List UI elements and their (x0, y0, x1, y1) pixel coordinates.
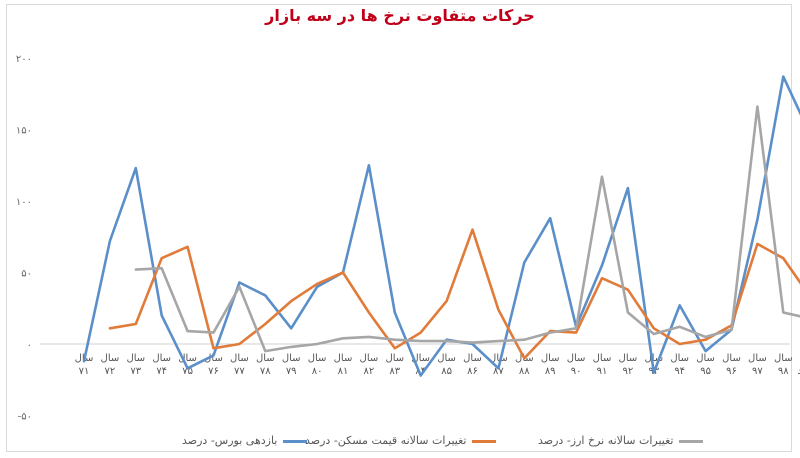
x-tick-label: ۷۲ (105, 366, 116, 377)
x-tick-label: سال (774, 353, 793, 364)
y-tick-label: ۵۰ (21, 269, 32, 280)
x-tick-label: سال (696, 353, 715, 364)
x-tick-label: سال (567, 353, 586, 364)
x-tick-label: ۷۸ (260, 366, 271, 377)
x-tick-label: خرداد (798, 366, 800, 377)
y-tick-label: -۵۰ (18, 412, 32, 423)
x-tick-label: ۸۹ (545, 366, 556, 377)
chart-frame (6, 4, 792, 452)
legend-label-fx: تغییرات سالانه نرخ ارز- درصد (538, 434, 674, 447)
x-tick-label: سال (593, 353, 612, 364)
x-tick-label: سال (411, 353, 430, 364)
x-tick-label: ۸۳ (389, 366, 400, 377)
x-tick-label: سال (644, 353, 663, 364)
x-tick-label: ۸۵ (441, 366, 452, 377)
x-tick-label: ۷۴ (156, 366, 167, 377)
legend-swatch-housing (472, 439, 497, 443)
legend-swatch-fx (679, 439, 704, 443)
x-tick-label: ۸۱ (338, 366, 349, 377)
x-tick-label: سال (230, 353, 249, 364)
x-tick-label: سال (334, 353, 353, 364)
x-tick-label: ۹۷ (752, 366, 763, 377)
x-tick-label: ۹۱ (597, 366, 608, 377)
x-tick-label: سال (308, 353, 327, 364)
x-tick-label: ۸۲ (364, 366, 375, 377)
x-tick-label: ۷۱ (79, 366, 90, 377)
x-tick-label: ۹۰ (571, 366, 582, 377)
x-tick-label: ۹۴ (674, 366, 685, 377)
x-tick-label: سال (126, 353, 145, 364)
x-tick-label: سال (204, 353, 223, 364)
y-tick-label: ۱۵۰ (16, 126, 32, 137)
legend-item-fx: تغییرات سالانه نرخ ارز- درصد (538, 434, 704, 447)
x-tick-label: ۷۷ (234, 366, 245, 377)
x-tick-label: سال (722, 353, 741, 364)
series-line-0 (82, 75, 800, 377)
x-tick-label: سال (256, 353, 275, 364)
x-tick-label: سال (282, 353, 301, 364)
legend-label-housing: تغییرات سالانه قیمت مسکن- درصد (305, 434, 467, 447)
x-tick-label: سال (178, 353, 197, 364)
y-tick-label: ۱۰۰ (16, 197, 32, 208)
x-tick-label: ۸۶ (467, 366, 478, 377)
x-tick-label: ۹۶ (726, 366, 737, 377)
x-tick-label: سال (748, 353, 767, 364)
x-tick-label: ۷۶ (208, 366, 219, 377)
x-tick-label: سال (489, 353, 508, 364)
x-tick-label: ۸۷ (493, 366, 504, 377)
x-tick-label: سال (385, 353, 404, 364)
x-tick-label: ۹۸ (778, 366, 789, 377)
x-tick-label: سال (152, 353, 171, 364)
chart-title: حرکات متفاوت نرخ ها در سه بازار (265, 6, 535, 25)
y-tick-label: ۰ (27, 340, 32, 351)
x-tick-label: ۹۵ (700, 366, 711, 377)
y-tick-label: ۲۰۰ (16, 54, 32, 65)
x-tick-label: ۹۲ (623, 366, 634, 377)
x-tick-label: سال (360, 353, 379, 364)
x-tick-label: سال (101, 353, 120, 364)
x-tick-label: سال (437, 353, 456, 364)
x-tick-label: سال (670, 353, 689, 364)
x-tick-label: سال (463, 353, 482, 364)
x-tick-label: ۷۳ (130, 366, 141, 377)
x-tick-label: سال (619, 353, 638, 364)
legend-item-housing: تغییرات سالانه قیمت مسکن- درصد (305, 434, 497, 447)
x-tick-label: ۸۰ (312, 366, 323, 377)
x-tick-label: ۸۴ (415, 366, 426, 377)
series-line-2 (134, 105, 800, 353)
x-tick-label: ۸۸ (519, 366, 530, 377)
x-tick-label: ۷۹ (286, 366, 297, 377)
legend-item-stock: بازدهی بورس- درصد (182, 434, 308, 447)
x-tick-label: ۷۵ (182, 366, 193, 377)
series-line-1 (108, 228, 800, 360)
legend-swatch-stock (283, 439, 308, 443)
x-tick-label: سال (541, 353, 560, 364)
legend-label-stock: بازدهی بورس- درصد (182, 434, 278, 447)
